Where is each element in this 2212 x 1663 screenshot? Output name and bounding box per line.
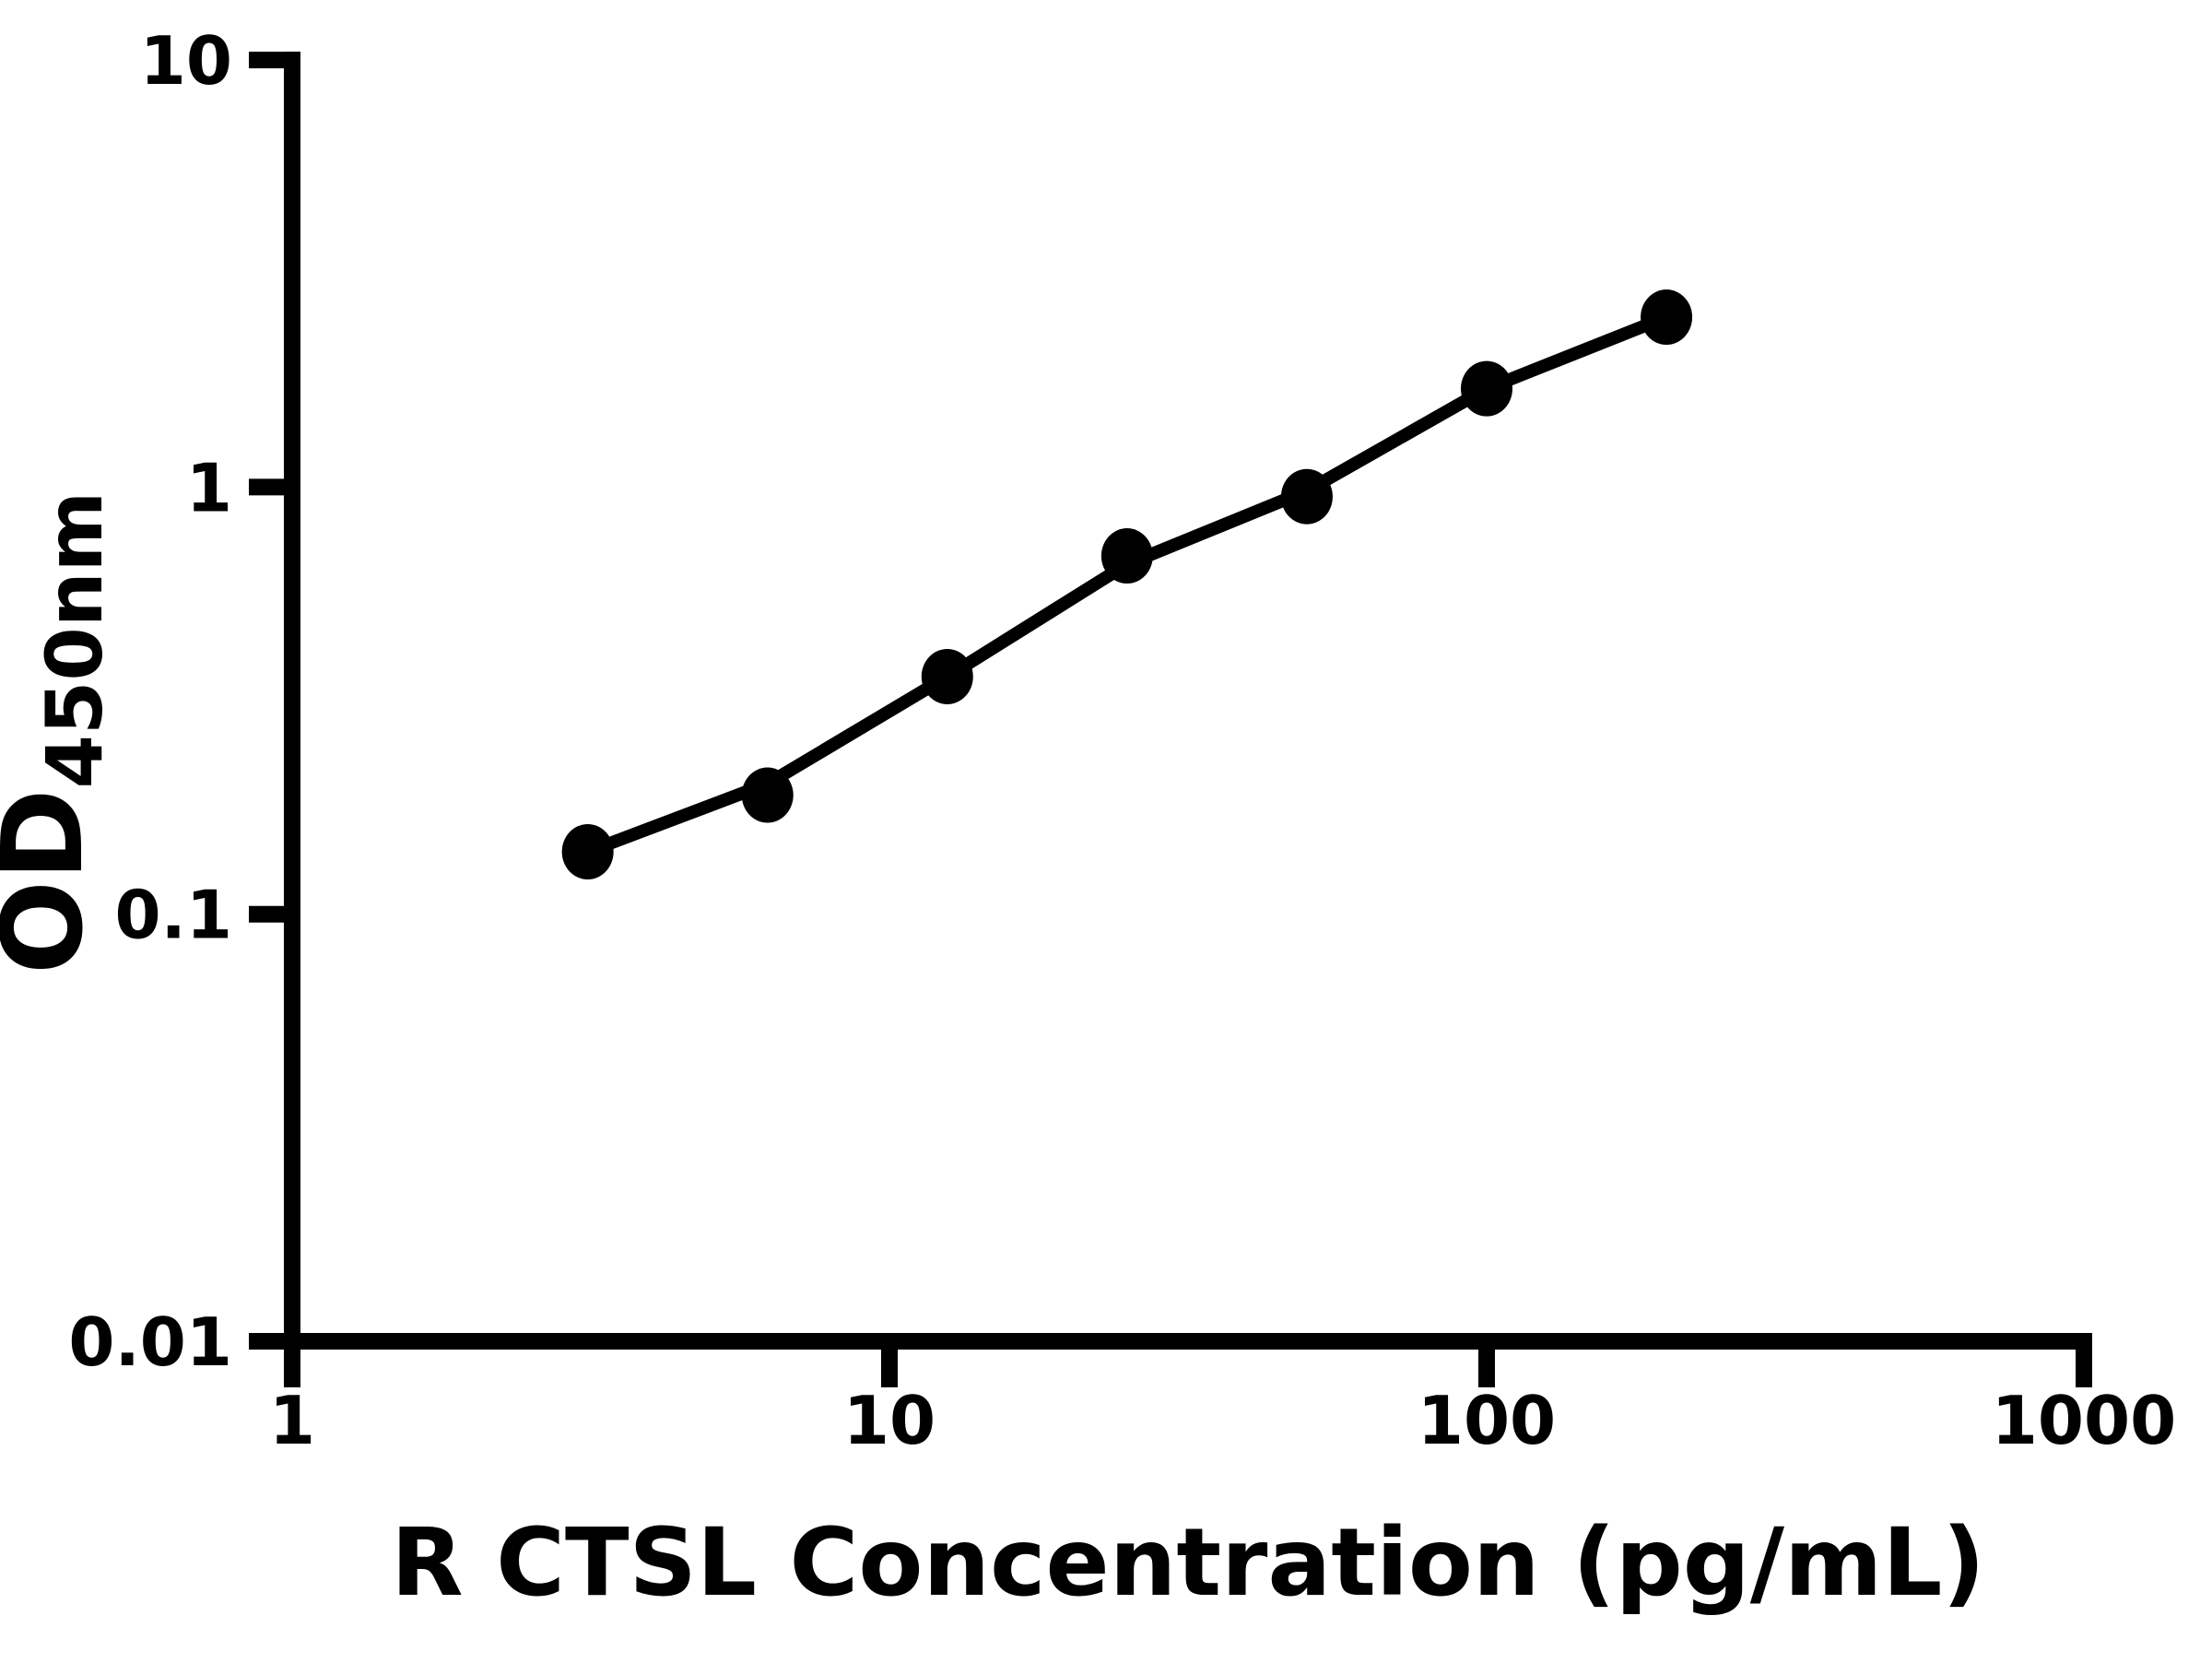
y-tick-label: 1 — [186, 449, 232, 526]
y-axis: 0.01 0.1 1 10 OD450nm — [0, 22, 300, 1381]
y-tick-label: 10 — [140, 22, 232, 100]
x-axis-title: R CTSL Concentration (pg/mL) — [391, 1508, 1985, 1618]
data-point — [1641, 289, 1693, 346]
data-point — [1280, 468, 1333, 525]
data-point — [561, 823, 614, 879]
data-point — [741, 767, 794, 823]
y-axis-title: OD450nm — [0, 491, 120, 974]
x-tick-label: 100 — [1418, 1382, 1556, 1459]
y-tick-label: 0.01 — [68, 1303, 232, 1381]
series-r-ctsl-standard-curve — [561, 289, 1693, 879]
y-tick-label: 0.1 — [114, 877, 232, 954]
y-axis-title-base: OD — [0, 789, 108, 975]
data-point — [1100, 528, 1153, 584]
x-tick-label: 1 — [269, 1382, 315, 1459]
data-point — [1461, 360, 1512, 417]
x-tick-label: 10 — [843, 1382, 935, 1459]
data-point — [921, 648, 973, 704]
x-tick-label: 1000 — [1992, 1382, 2176, 1459]
y-axis-title-subscript: 450nm — [29, 491, 120, 789]
